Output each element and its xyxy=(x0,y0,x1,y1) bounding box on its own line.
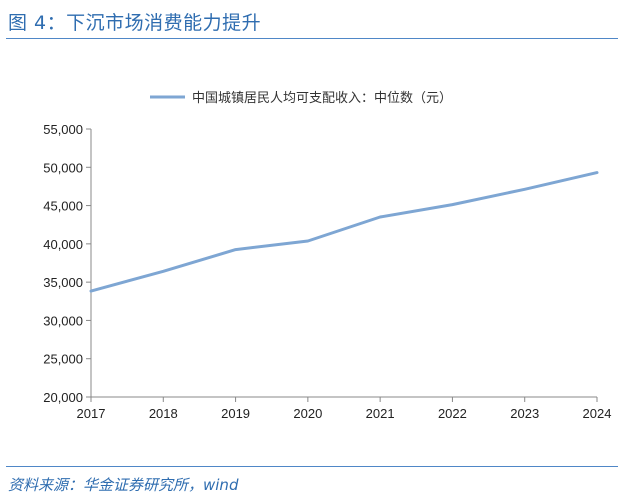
line-chart: 中国城镇居民人均可支配收入：中位数（元） 20,000 25,000 30,000 3… xyxy=(43,91,612,420)
y-tick-label: 20,000 xyxy=(43,390,83,405)
x-tick-label: 2021 xyxy=(366,406,395,420)
x-axis-ticks: 2017 2018 2019 2020 2021 2022 2023 2024 xyxy=(77,397,612,420)
source-note: 资料来源：华金证券研究所，wind xyxy=(8,476,239,494)
y-tick-label: 45,000 xyxy=(43,199,83,214)
figure-title: 图 4：下沉市场消费能力提升 xyxy=(8,12,262,34)
legend: 中国城镇居民人均可支配收入：中位数（元） xyxy=(150,91,452,106)
x-tick-label: 2017 xyxy=(77,406,106,420)
x-tick-label: 2019 xyxy=(221,406,250,420)
title-divider xyxy=(6,38,618,39)
series-line xyxy=(89,171,599,293)
series-group xyxy=(89,171,599,293)
x-tick-label: 2018 xyxy=(149,406,178,420)
y-tick-label: 30,000 xyxy=(43,313,83,328)
y-tick-label: 25,000 xyxy=(43,352,83,367)
y-axis-ticks: 20,000 25,000 30,000 35,000 40,000 45,000 50,0… xyxy=(43,122,91,405)
legend-label: 中国城镇居民人均可支配收入：中位数（元） xyxy=(192,91,452,106)
source-divider xyxy=(6,466,618,467)
axes xyxy=(90,129,597,398)
y-tick-label: 55,000 xyxy=(43,122,83,137)
x-tick-label: 2024 xyxy=(583,406,612,420)
x-tick-label: 2023 xyxy=(510,406,539,420)
x-tick-label: 2020 xyxy=(293,406,322,420)
y-tick-label: 40,000 xyxy=(43,237,83,252)
x-tick-label: 2022 xyxy=(438,406,467,420)
y-tick-label: 35,000 xyxy=(43,275,83,290)
y-tick-label: 50,000 xyxy=(43,160,83,175)
